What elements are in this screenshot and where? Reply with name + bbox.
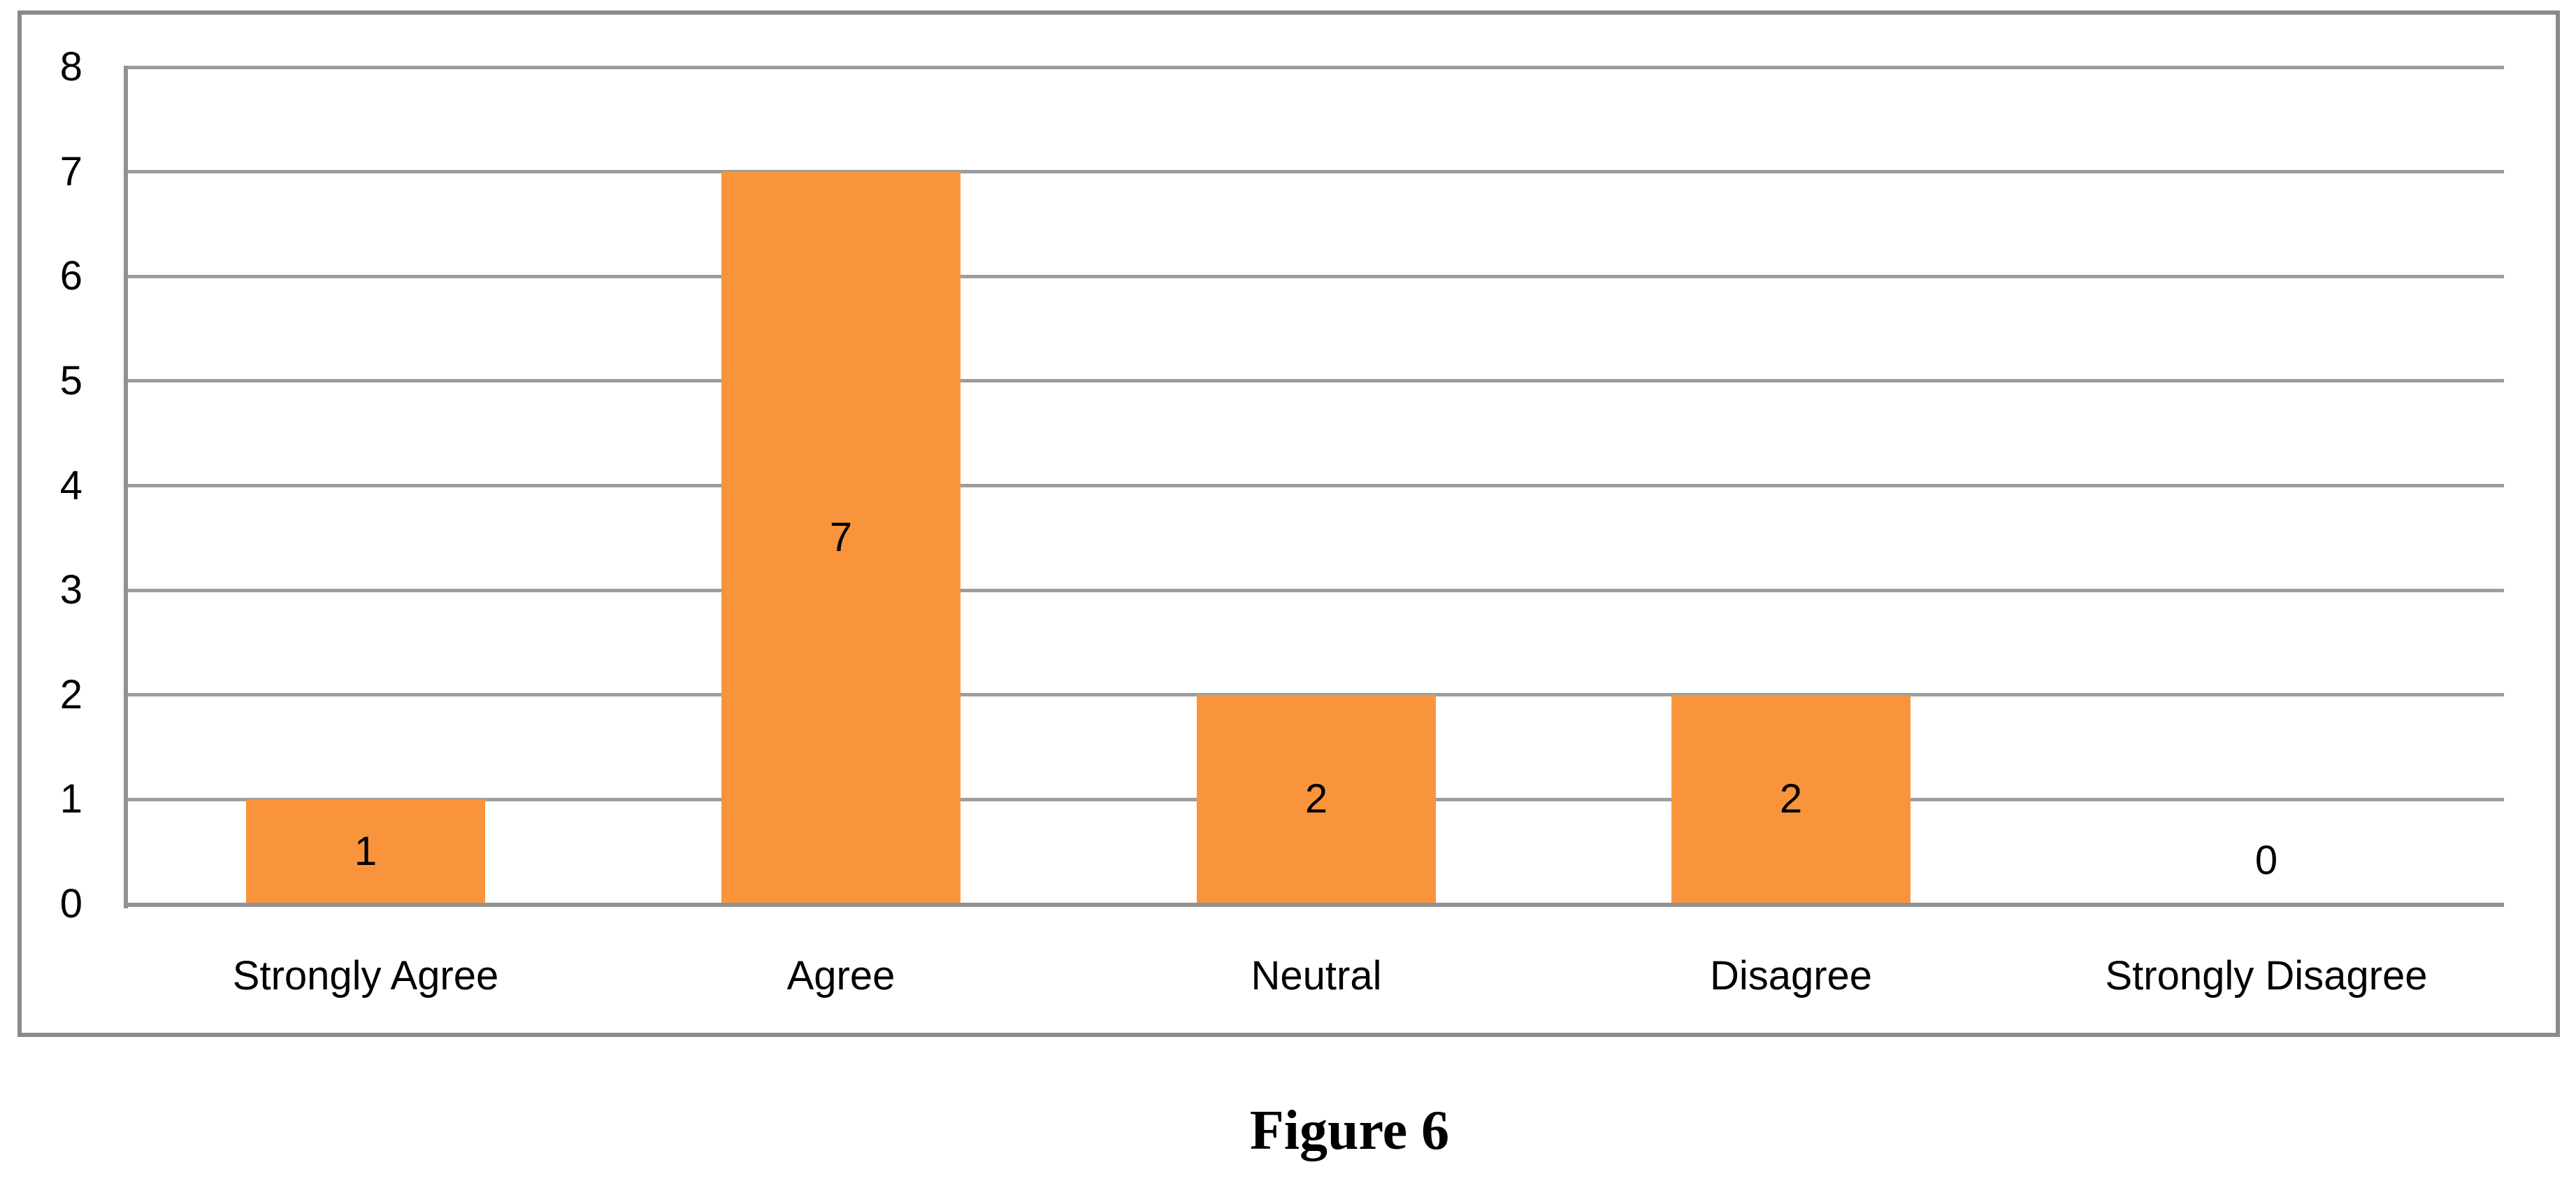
figure-caption: Figure 6 — [1249, 1100, 1450, 1161]
x-category-label: Strongly Disagree — [2105, 953, 2428, 999]
y-tick-label: 2 — [59, 672, 82, 717]
y-tick-label: 6 — [59, 253, 82, 299]
gridline-y-5 — [128, 379, 2504, 382]
gridline-y-8 — [128, 66, 2504, 69]
y-tick-label: 5 — [59, 358, 82, 403]
y-tick-label: 0 — [59, 881, 82, 926]
x-category-label: Agree — [786, 953, 895, 999]
x-category-label: Disagree — [1709, 953, 1873, 999]
x-axis-line — [128, 903, 2504, 907]
y-tick-label: 7 — [59, 149, 82, 194]
gridline-y-3 — [128, 589, 2504, 592]
gridline-y-6 — [128, 275, 2504, 278]
gridline-y-4 — [128, 484, 2504, 487]
x-category-label: Neutral — [1251, 953, 1382, 999]
bar-value-label: 1 — [354, 829, 377, 874]
y-axis-line — [124, 66, 128, 908]
gridline-y-7 — [128, 170, 2504, 173]
y-tick-label: 1 — [59, 776, 82, 822]
bar-value-label: 0 — [2254, 838, 2278, 883]
y-tick-label: 3 — [59, 567, 82, 613]
bar-value-label: 2 — [1304, 776, 1328, 822]
y-tick-label: 8 — [59, 44, 82, 90]
bar-strongly-agree — [246, 799, 485, 904]
bar-disagree — [1671, 695, 1911, 904]
bar-agree — [721, 172, 960, 904]
x-category-label: Strongly Agree — [232, 953, 499, 999]
bar-value-label: 2 — [1779, 776, 1803, 822]
bar-neutral — [1197, 695, 1436, 904]
y-tick-label: 4 — [59, 463, 82, 508]
bar-value-label: 7 — [829, 515, 853, 560]
gridline-y-2 — [128, 693, 2504, 696]
